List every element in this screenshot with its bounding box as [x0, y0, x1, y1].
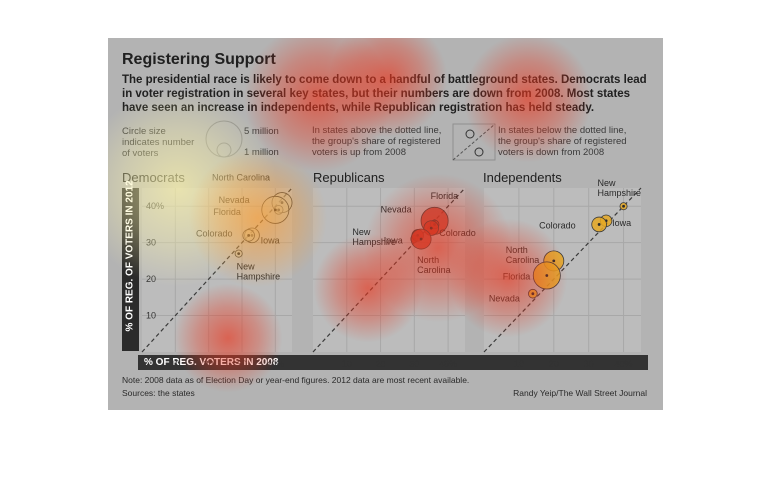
x-tick-label: 40% — [439, 359, 457, 369]
data-point-center — [419, 237, 423, 241]
x-tick-label: 20 — [376, 359, 386, 369]
state-label: Florida — [503, 271, 531, 281]
x-tick-label: 30 — [584, 359, 594, 369]
x-tick-label: 10 — [170, 359, 180, 369]
credit: Randy Yeip/The Wall Street Journal — [513, 388, 647, 398]
x-tick-label: 20 — [204, 359, 214, 369]
chart-title: Registering Support — [122, 51, 276, 68]
state-label: Hampshire — [598, 188, 642, 198]
data-point-center — [622, 204, 625, 208]
x-tick-label: 20 — [549, 359, 559, 369]
x-tick-label: 40% — [615, 359, 633, 369]
state-label: Iowa — [384, 235, 403, 245]
infographic: Registering Support The presidential rac… — [108, 38, 663, 410]
y-tick-label: 10 — [146, 311, 156, 321]
scatter-plots: 10 20 30 40% 10 20 30 40% North Carolina Nevada Fl… — [141, 120, 642, 369]
data-point-center — [545, 274, 549, 277]
state-label: Colorado — [539, 220, 576, 230]
data-point-center — [597, 223, 601, 226]
state-label: North — [506, 245, 528, 255]
x-tick-label: 30 — [409, 359, 419, 369]
footnote: Note: 2008 data as of Election Day or ye… — [122, 375, 470, 385]
above-below-icon-diagonal — [452, 123, 496, 161]
y-tick-label: 40% — [146, 201, 164, 211]
state-label: New — [598, 178, 617, 188]
state-label: New — [352, 227, 371, 237]
state-label: Nevada — [381, 204, 412, 214]
state-label: North Carolina — [212, 173, 270, 183]
state-label: Nevada — [219, 195, 250, 205]
data-point-center — [237, 252, 241, 256]
size-legend-big-circle — [205, 120, 243, 158]
state-label: Florida — [213, 207, 241, 217]
data-point-center — [273, 208, 277, 212]
data-point-center — [247, 233, 251, 237]
state-label: Iowa — [261, 235, 280, 245]
state-label: Hampshire — [237, 272, 281, 282]
y-tick-label: 30 — [146, 238, 156, 248]
state-label: Nevada — [489, 294, 520, 304]
data-point-center — [531, 292, 535, 296]
x-tick-label: 10 — [514, 359, 524, 369]
data-point-center — [552, 259, 556, 263]
state-label: New — [237, 262, 256, 272]
below-icon-dot — [474, 147, 484, 157]
size-legend-small-circle — [216, 142, 232, 158]
state-label: Florida — [431, 191, 459, 201]
state-label: North — [417, 255, 439, 265]
x-tick-label: 10 — [342, 359, 352, 369]
state-label: Carolina — [506, 255, 540, 265]
state-label: Colorado — [439, 228, 476, 238]
y-tick-label: 20 — [146, 274, 156, 284]
x-tick-label: 40% — [266, 359, 284, 369]
data-point-center — [429, 226, 433, 230]
state-label: Colorado — [196, 228, 233, 238]
x-tick-label: 30 — [237, 359, 247, 369]
state-label: Carolina — [417, 265, 451, 275]
state-label: Iowa — [612, 218, 631, 228]
sources: Sources: the states — [122, 388, 195, 398]
above-icon-dot — [465, 129, 475, 139]
